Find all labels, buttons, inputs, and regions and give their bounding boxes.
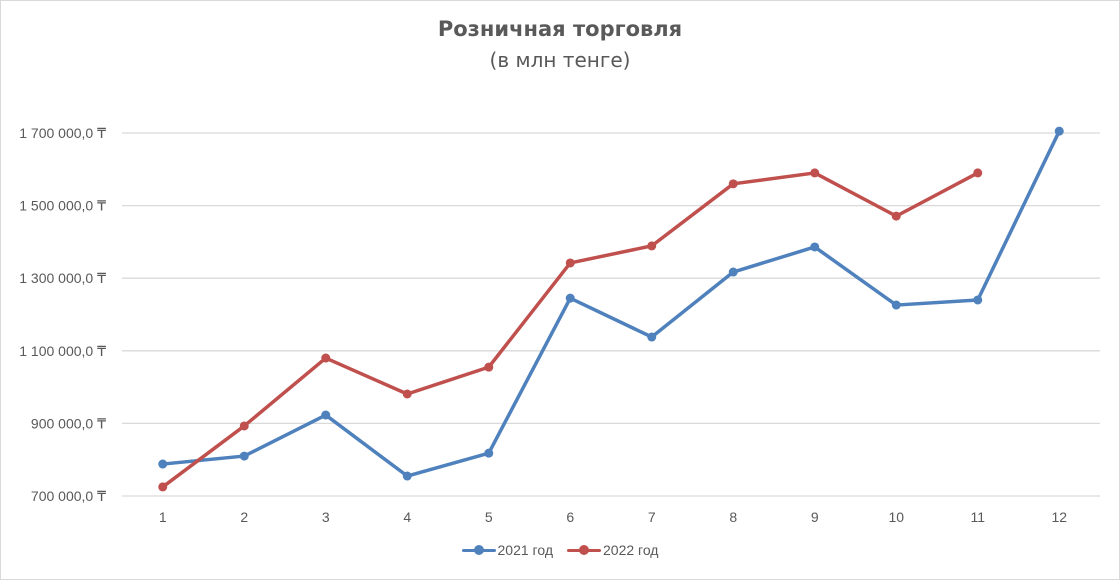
- data-point-marker[interactable]: [810, 242, 820, 252]
- y-tick-label: 1 500 000,0 ₸: [19, 198, 106, 214]
- x-tick-label: 6: [566, 509, 574, 525]
- x-tick-label: 7: [648, 509, 656, 525]
- data-point-marker[interactable]: [321, 410, 331, 420]
- data-point-marker[interactable]: [239, 451, 249, 461]
- series-line: [161, 129, 1061, 478]
- x-tick-label: 11: [970, 509, 985, 525]
- data-point-marker[interactable]: [728, 179, 738, 189]
- x-tick-label: 9: [811, 509, 819, 525]
- x-tick-label: 3: [322, 509, 330, 525]
- data-point-marker[interactable]: [402, 389, 412, 399]
- y-tick-label: 1 100 000,0 ₸: [19, 343, 106, 359]
- chart-subtitle: (в млн тенге): [489, 48, 631, 72]
- legend-item-2022[interactable]: 2022 год: [567, 542, 658, 558]
- data-point-marker[interactable]: [973, 168, 983, 178]
- data-point-marker[interactable]: [891, 211, 901, 221]
- data-point-marker[interactable]: [891, 300, 901, 310]
- series-line: [161, 171, 980, 489]
- data-point-marker[interactable]: [810, 168, 820, 178]
- x-tick-label: 12: [1051, 509, 1067, 525]
- data-point-marker[interactable]: [647, 241, 657, 251]
- legend-label: 2021 год: [497, 542, 553, 558]
- x-tick-label: 10: [888, 509, 904, 525]
- x-tick-label: 8: [729, 509, 737, 525]
- data-point-marker[interactable]: [565, 258, 575, 268]
- legend-label: 2022 год: [603, 542, 659, 558]
- x-tick-label: 2: [240, 509, 248, 525]
- data-point-marker[interactable]: [484, 362, 494, 372]
- data-point-marker[interactable]: [402, 471, 412, 481]
- x-tick-label: 1: [159, 509, 167, 525]
- data-point-marker[interactable]: [647, 332, 657, 342]
- legend-line-marker-icon: [567, 544, 601, 556]
- data-point-marker[interactable]: [1054, 126, 1064, 136]
- legend-line-marker-icon: [461, 544, 496, 556]
- data-point-marker[interactable]: [158, 482, 168, 492]
- legend: 2021 год 2022 год: [0, 542, 1120, 558]
- data-point-marker[interactable]: [321, 353, 331, 363]
- data-point-marker[interactable]: [728, 267, 738, 277]
- legend-item-2021[interactable]: 2021 год: [461, 542, 553, 558]
- data-point-marker[interactable]: [158, 459, 168, 469]
- y-tick-label: 700 000,0 ₸: [31, 488, 106, 504]
- x-tick-label: 4: [403, 509, 411, 525]
- data-point-marker[interactable]: [239, 421, 249, 431]
- y-tick-label: 900 000,0 ₸: [31, 415, 106, 431]
- data-point-marker[interactable]: [565, 293, 575, 303]
- y-tick-label: 1 300 000,0 ₸: [19, 270, 106, 286]
- data-point-marker[interactable]: [973, 295, 983, 305]
- x-tick-label: 5: [485, 509, 493, 525]
- data-point-marker[interactable]: [484, 448, 494, 458]
- y-tick-label: 1 700 000,0 ₸: [19, 125, 106, 141]
- chart-title: Розничная торговля: [437, 17, 683, 41]
